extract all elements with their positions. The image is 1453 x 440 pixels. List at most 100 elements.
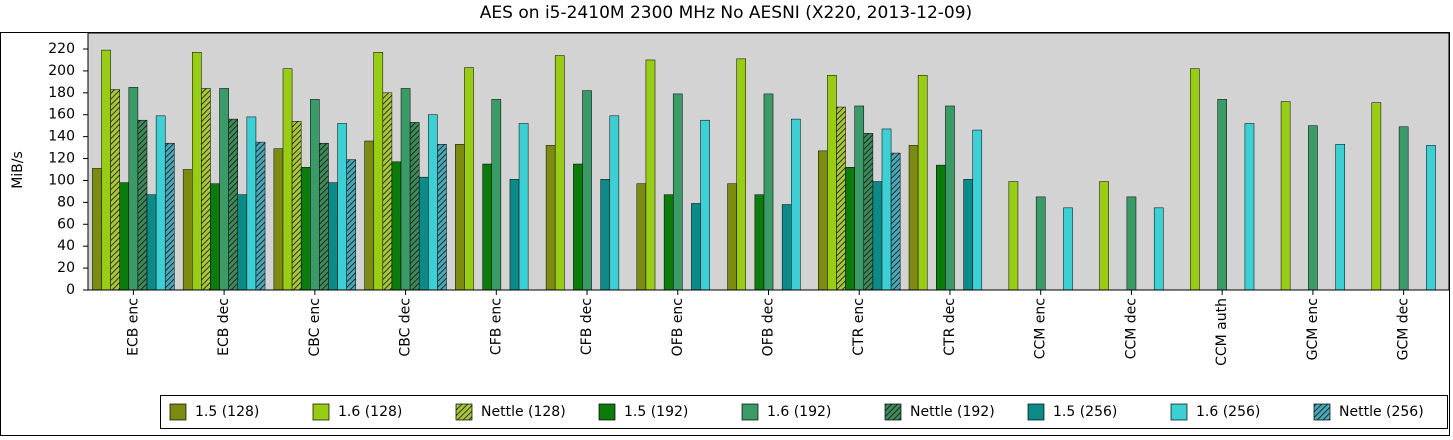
- legend-label: 1.6 (128): [338, 404, 402, 420]
- bar: [945, 105, 955, 291]
- bar: [428, 114, 438, 291]
- legend-swatch: [598, 403, 616, 421]
- bar: [92, 168, 102, 291]
- bar: [455, 144, 465, 291]
- bar: [554, 55, 565, 291]
- bar: [754, 194, 765, 291]
- x-tick-label: CCM auth: [1214, 298, 1230, 366]
- bar: [736, 58, 747, 291]
- bar: [917, 75, 928, 291]
- y-tick-label: 160: [48, 107, 75, 123]
- bar: [437, 144, 447, 291]
- x-tick-label: CCM enc: [1033, 298, 1049, 359]
- bar: [1335, 144, 1346, 291]
- legend-swatch: [884, 403, 902, 421]
- bar: [319, 142, 329, 291]
- x-tick-label: CBC dec: [398, 298, 414, 357]
- bar: [337, 123, 347, 291]
- bar: [282, 68, 293, 291]
- y-tick-label: 0: [66, 282, 75, 298]
- legend-swatch: [455, 403, 473, 421]
- bar: [1280, 101, 1291, 291]
- legend-label: 1.5 (192): [624, 404, 688, 420]
- y-tick-label: 40: [57, 238, 75, 254]
- x-tick-label: GCM dec: [1396, 298, 1412, 360]
- x-tick-label: OFB dec: [761, 298, 777, 356]
- legend-label: Nettle (128): [481, 404, 566, 420]
- bar: [1217, 99, 1227, 291]
- bar: [1099, 181, 1109, 291]
- legend-swatch: [312, 403, 330, 421]
- bar: [845, 167, 855, 291]
- bar: [727, 183, 737, 291]
- x-tick-label: CTR enc: [851, 298, 867, 356]
- bar: [228, 118, 238, 291]
- x-tick-label: CBC enc: [307, 298, 323, 357]
- y-tick-label: 180: [48, 85, 75, 101]
- bar: [255, 141, 266, 291]
- bar: [1008, 181, 1019, 291]
- bar: [763, 93, 774, 291]
- bar: [300, 167, 311, 291]
- bar: [491, 99, 502, 291]
- bar: [573, 163, 583, 291]
- y-tick-label: 80: [57, 194, 75, 210]
- bar: [972, 129, 983, 291]
- x-tick-label: CFB dec: [579, 298, 595, 355]
- bar: [364, 140, 374, 291]
- legend-label: Nettle (192): [910, 404, 995, 420]
- bar: [936, 164, 946, 291]
- bar: [881, 128, 892, 291]
- bar: [409, 122, 420, 291]
- bar: [137, 119, 148, 291]
- bar: [963, 179, 973, 291]
- legend-label: Nettle (256): [1339, 404, 1424, 420]
- y-tick-label: 220: [48, 41, 75, 57]
- y-axis-label: MiB/s: [10, 151, 26, 189]
- bar: [291, 121, 302, 291]
- bar: [155, 115, 166, 291]
- bar: [400, 88, 411, 291]
- bar: [854, 105, 865, 291]
- bar: [373, 52, 384, 291]
- bar: [890, 152, 901, 291]
- bar: [672, 93, 683, 291]
- x-tick-label: CCM dec: [1123, 298, 1139, 359]
- bar: [1426, 145, 1436, 291]
- bar: [872, 181, 883, 291]
- bar: [128, 87, 139, 291]
- bar: [1190, 68, 1200, 291]
- bar: [110, 89, 120, 291]
- legend-swatch: [169, 403, 187, 421]
- bar: [609, 115, 620, 291]
- bar: [101, 49, 111, 291]
- bar: [1126, 196, 1137, 291]
- y-tick-label: 100: [48, 172, 75, 188]
- bar: [146, 194, 157, 291]
- bar: [700, 119, 710, 291]
- bar: [164, 142, 175, 291]
- bar: [1398, 126, 1409, 291]
- bar: [246, 116, 257, 291]
- x-tick-label: ECB dec: [216, 298, 232, 356]
- bar: [1308, 125, 1318, 291]
- bar: [781, 204, 792, 291]
- bar: [310, 99, 320, 291]
- legend-label: 1.6 (256): [1196, 404, 1260, 420]
- x-tick-label: CFB enc: [488, 298, 504, 355]
- chart-title: AES on i5-2410M 2300 MHz No AESNI (X220,…: [480, 3, 972, 23]
- bar: [391, 161, 402, 291]
- bar: [1371, 102, 1382, 291]
- legend-swatch: [741, 403, 759, 421]
- legend-swatch: [1170, 403, 1188, 421]
- bar: [600, 179, 611, 291]
- bar: [818, 150, 828, 291]
- bar: [1153, 207, 1164, 291]
- bar: [1244, 123, 1255, 291]
- x-tick-label: GCM enc: [1305, 298, 1321, 360]
- bar: [201, 88, 211, 291]
- legend: [160, 395, 1448, 429]
- bar: [346, 159, 357, 291]
- bar: [1063, 207, 1073, 291]
